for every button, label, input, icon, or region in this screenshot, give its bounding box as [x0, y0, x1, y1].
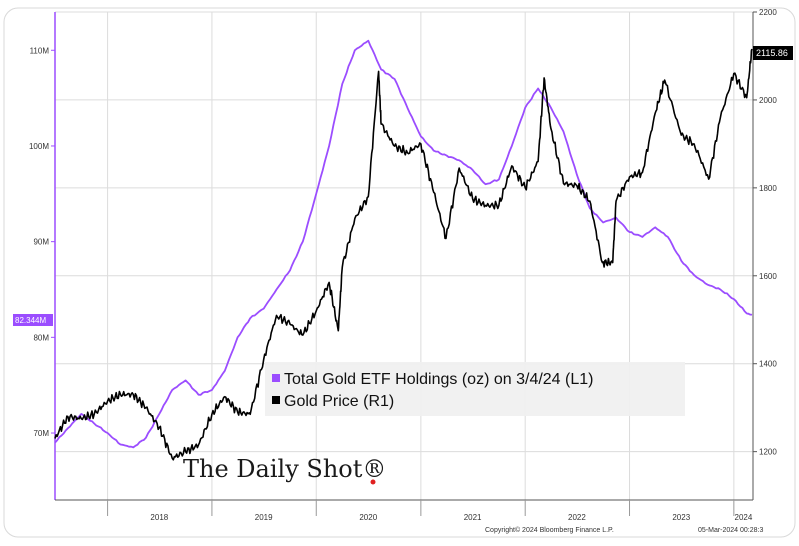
gold-last-value-label: 2115.86 [756, 48, 788, 58]
right-tick-label: 1800 [759, 184, 777, 193]
right-tick-label: 1600 [759, 272, 777, 281]
right-tick-label: 1200 [759, 448, 777, 457]
x-tick-label: 2019 [255, 513, 273, 522]
left-axis-ticks: 70M 80M 90M 100M 110M [29, 46, 55, 438]
x-axis-ticks: 2018 2019 2020 2021 2022 2023 2024 [107, 500, 753, 522]
left-tick-label: 80M [33, 333, 49, 342]
date-stamp-text: 05-Mar-2024 00:28:3 [698, 527, 763, 534]
legend-swatch-etf [272, 374, 280, 382]
x-tick-label: 2024 [735, 513, 753, 522]
etf-holdings-line [54, 39, 753, 449]
legend-swatch-gold [272, 396, 280, 404]
x-tick-label: 2021 [464, 513, 482, 522]
left-tick-label: 100M [29, 142, 49, 151]
outer-border [3, 7, 796, 538]
x-tick-label: 2022 [568, 513, 586, 522]
legend: Total Gold ETF Holdings (oz) on 3/4/24 (… [265, 362, 685, 416]
right-tick-label: 2000 [759, 96, 777, 105]
left-tick-label: 70M [33, 429, 49, 438]
left-tick-label: 90M [33, 238, 49, 247]
copyright-text: Copyright© 2024 Bloomberg Finance L.P. [485, 526, 614, 534]
right-tick-label: 2200 [759, 8, 777, 17]
right-tick-label: 1400 [759, 360, 777, 369]
legend-label-gold: Gold Price (R1) [284, 393, 394, 410]
etf-last-value-badge: 82.344M [13, 314, 53, 326]
left-tick-label: 110M [30, 46, 50, 55]
right-axis-ticks: 1200 1400 1600 1800 2000 2200 [753, 8, 777, 457]
watermark-red-dot [370, 479, 376, 485]
grid-layer [55, 11, 753, 500]
daily-shot-watermark: The Daily Shot® [183, 455, 386, 483]
gold-price-line [54, 48, 753, 461]
gold-last-value-badge: 2115.86 [753, 46, 793, 60]
legend-background [265, 362, 685, 416]
etf-last-value-label: 82.344M [15, 316, 46, 325]
x-tick-label: 2020 [359, 513, 377, 522]
x-tick-label: 2023 [672, 513, 690, 522]
x-tick-label: 2018 [150, 513, 168, 522]
legend-label-etf: Total Gold ETF Holdings (oz) on 3/4/24 (… [284, 371, 593, 388]
series-layer [54, 39, 753, 461]
